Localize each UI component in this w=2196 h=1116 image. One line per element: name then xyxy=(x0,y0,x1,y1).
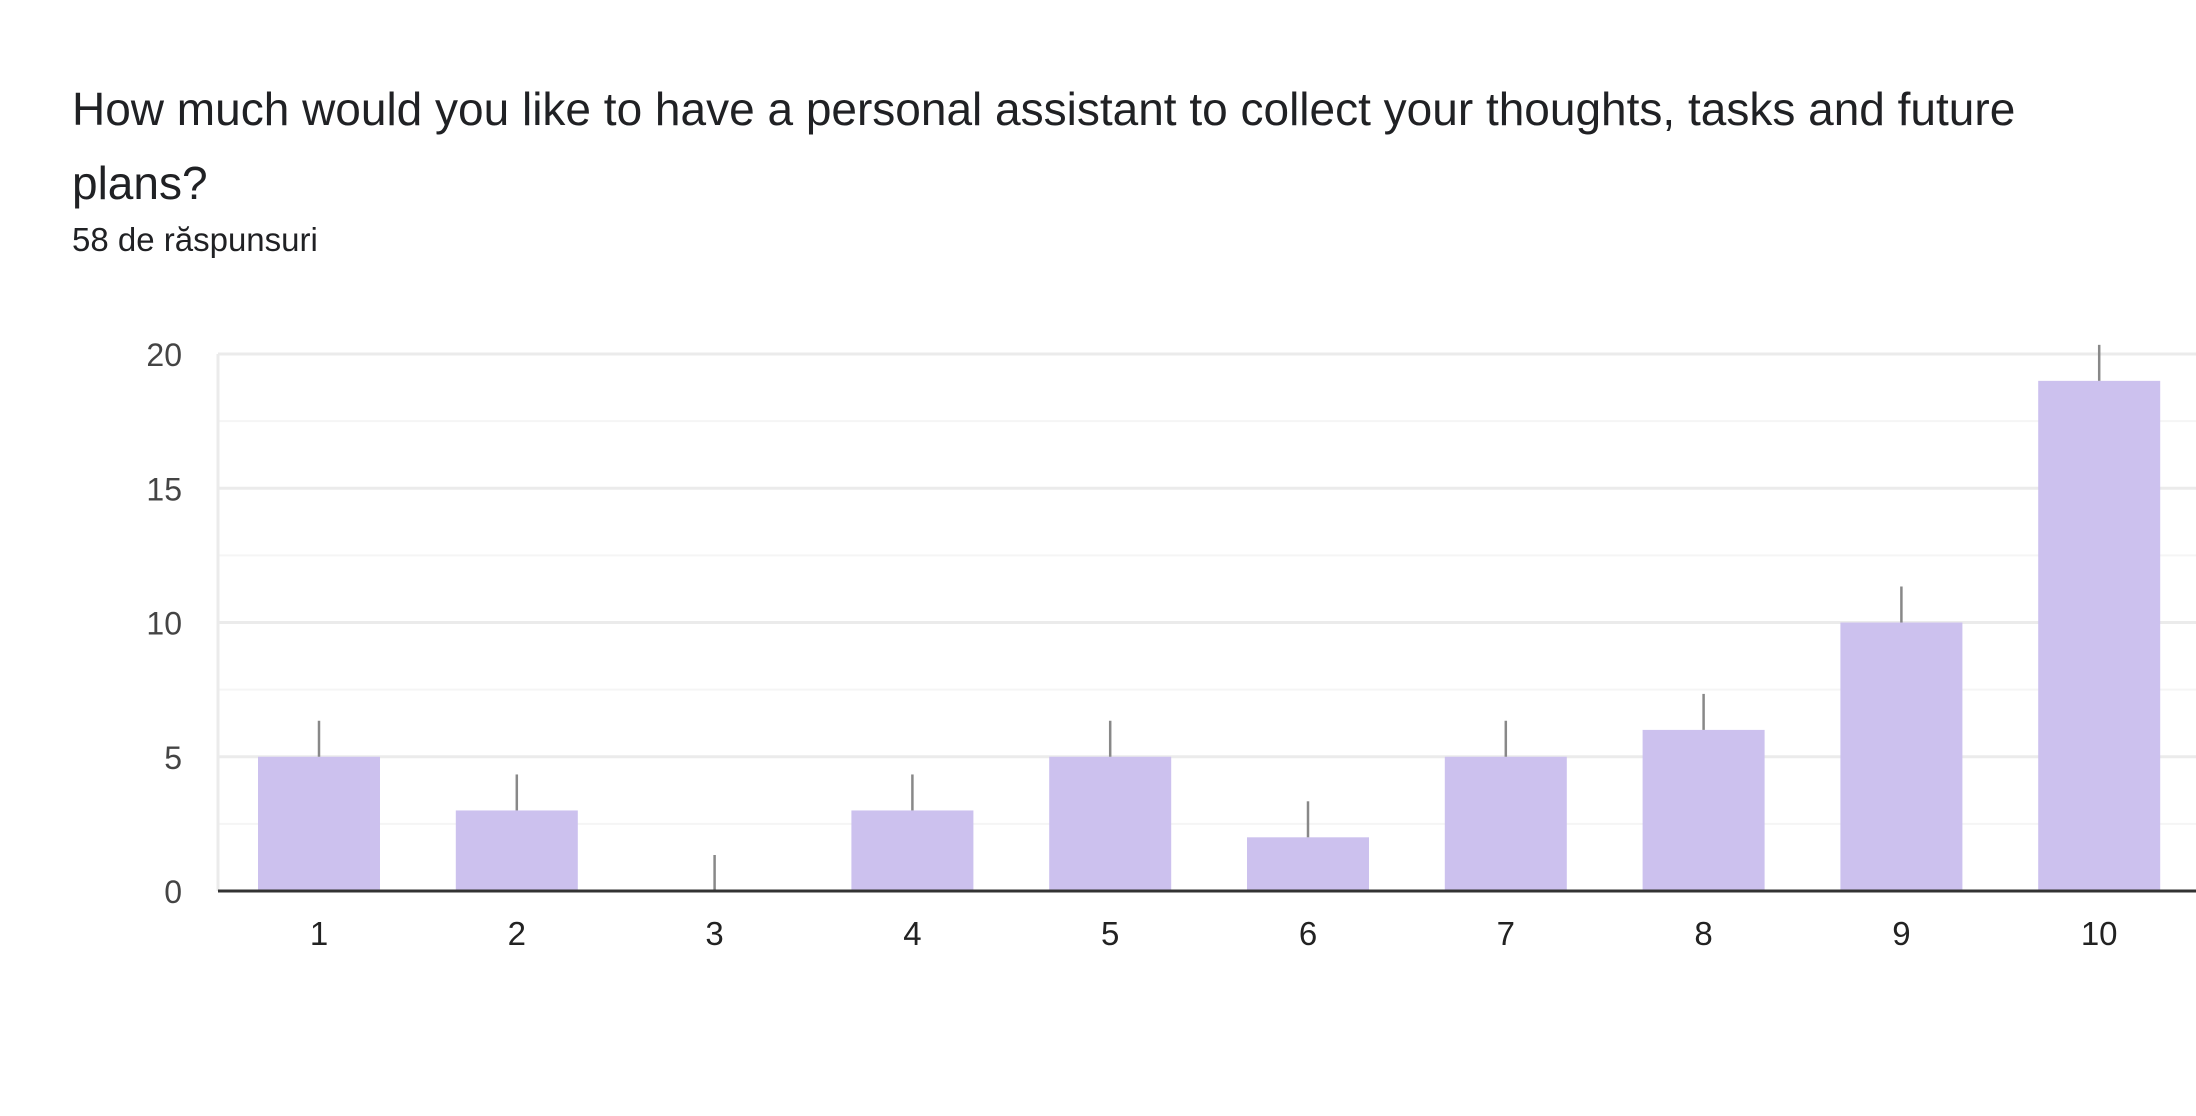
x-tick-label: 3 xyxy=(705,915,723,952)
x-tick-label: 7 xyxy=(1497,915,1515,952)
y-tick-label: 0 xyxy=(164,874,182,910)
question-title: How much would you like to have a person… xyxy=(72,83,2016,209)
y-tick-label: 5 xyxy=(164,740,182,776)
x-tick-label: 10 xyxy=(2081,915,2118,952)
bar xyxy=(1247,837,1369,891)
x-tick-label: 8 xyxy=(1694,915,1712,952)
response-count: 58 de răspunsuri xyxy=(72,221,318,258)
x-tick-label: 9 xyxy=(1892,915,1910,952)
bar xyxy=(851,810,974,891)
x-tick-label: 6 xyxy=(1299,915,1317,952)
y-tick-label: 20 xyxy=(146,337,182,373)
x-tick-label: 4 xyxy=(903,915,921,952)
bar xyxy=(2038,380,2161,891)
bar xyxy=(1840,622,1963,891)
x-tick-label: 5 xyxy=(1101,915,1119,952)
bar xyxy=(1444,756,1567,891)
bar xyxy=(258,756,380,891)
y-tick-label: 10 xyxy=(146,606,182,642)
bar xyxy=(455,810,578,891)
bar xyxy=(1642,729,1765,891)
x-tick-label: 1 xyxy=(310,915,328,952)
x-tick-label: 2 xyxy=(508,915,526,952)
y-tick-label: 15 xyxy=(146,471,182,507)
bar xyxy=(1049,756,1172,891)
